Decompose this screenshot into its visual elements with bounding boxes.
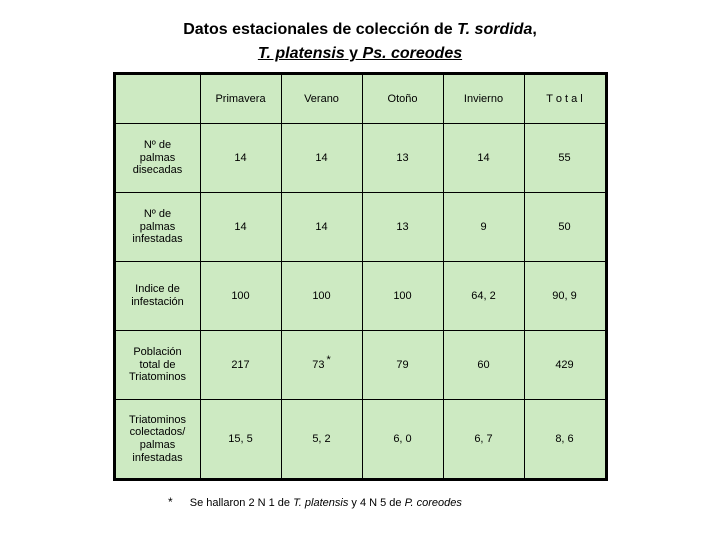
- col-header: T o t a l: [524, 74, 606, 124]
- title-line2-b: y: [345, 45, 363, 62]
- table-cell: 6, 0: [362, 400, 443, 480]
- table-cell: 15, 5: [200, 400, 281, 480]
- header-blank: [114, 74, 200, 124]
- footnote-star: *: [168, 495, 173, 509]
- footnote-a: Se hallaron 2 N 1 de: [190, 497, 293, 509]
- table-cell: 9: [443, 193, 524, 262]
- footnote-b: T. platensis: [293, 497, 348, 509]
- table-cell: 6, 7: [443, 400, 524, 480]
- table-cell: 73*: [281, 331, 362, 400]
- title-line2-c: Ps. coreodes: [363, 45, 463, 62]
- table-cell: 14: [200, 124, 281, 193]
- footnote-c: y 4 N 5 de: [348, 497, 404, 509]
- footnote-d: P. coreodes: [405, 497, 462, 509]
- table-row: Nº depalmasdisecadas1414131455: [114, 124, 606, 193]
- row-label: Nº depalmasdisecadas: [114, 124, 200, 193]
- row-label: Nº depalmasinfestadas: [114, 193, 200, 262]
- row-label: Triatominoscolectados/palmasinfestadas: [114, 400, 200, 480]
- title-line1-b: T. sordida: [457, 21, 532, 38]
- data-table: Primavera Verano Otoño Invierno T o t a …: [113, 72, 608, 481]
- title-line1-c: ,: [532, 21, 536, 38]
- col-header: Verano: [281, 74, 362, 124]
- table-row: Indice deinfestación10010010064, 290, 9: [114, 262, 606, 331]
- table-cell: 5, 2: [281, 400, 362, 480]
- table-cell: 429: [524, 331, 606, 400]
- footnote: * Se hallaron 2 N 1 de T. platensis y 4 …: [168, 495, 660, 509]
- table-cell: 14: [443, 124, 524, 193]
- row-label: Indice deinfestación: [114, 262, 200, 331]
- table-cell: 100: [281, 262, 362, 331]
- row-label: Poblacióntotal deTriatominos: [114, 331, 200, 400]
- col-header: Otoño: [362, 74, 443, 124]
- table-header-row: Primavera Verano Otoño Invierno T o t a …: [114, 74, 606, 124]
- table-cell: 79: [362, 331, 443, 400]
- table-row: Nº depalmasinfestadas141413950: [114, 193, 606, 262]
- table-cell: 14: [281, 193, 362, 262]
- table-cell: 13: [362, 124, 443, 193]
- table-cell: 90, 9: [524, 262, 606, 331]
- table-cell: 8, 6: [524, 400, 606, 480]
- table-row: Poblacióntotal deTriatominos21773*796042…: [114, 331, 606, 400]
- table-cell: 64, 2: [443, 262, 524, 331]
- table-row: Triatominoscolectados/palmasinfestadas15…: [114, 400, 606, 480]
- table-cell: 60: [443, 331, 524, 400]
- col-header: Invierno: [443, 74, 524, 124]
- table-cell: 50: [524, 193, 606, 262]
- table-cell: 217: [200, 331, 281, 400]
- table-cell: 14: [281, 124, 362, 193]
- page-title: Datos estacionales de colección de T. so…: [60, 18, 660, 66]
- col-header: Primavera: [200, 74, 281, 124]
- title-line1-a: Datos estacionales de colección de: [183, 21, 457, 38]
- title-line2-a: T. platensis: [258, 45, 345, 62]
- table-cell: 55: [524, 124, 606, 193]
- table-cell: 13: [362, 193, 443, 262]
- table-cell: 14: [200, 193, 281, 262]
- table-cell: 100: [362, 262, 443, 331]
- table-cell: 100: [200, 262, 281, 331]
